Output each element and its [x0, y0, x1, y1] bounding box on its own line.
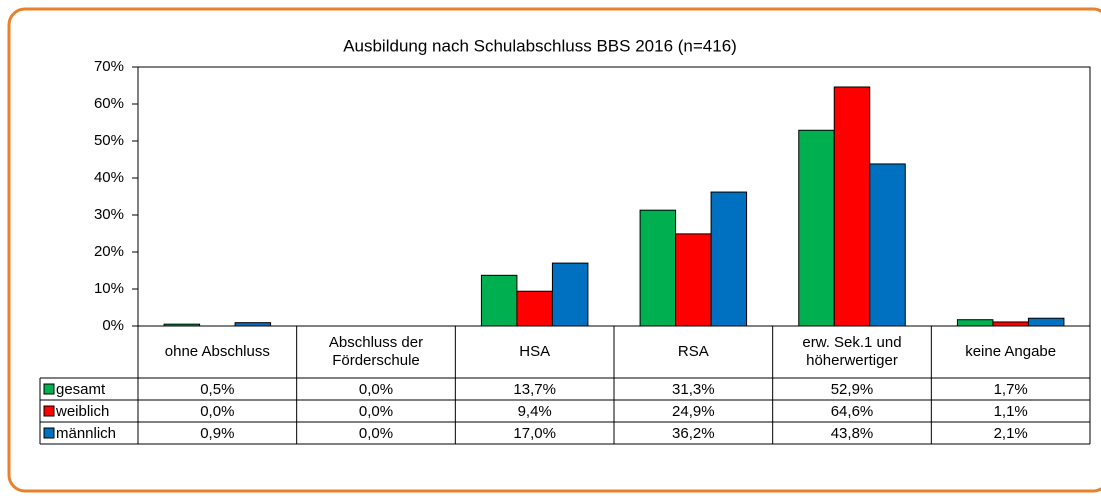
- value-label: 0,0%: [200, 403, 234, 420]
- value-label: 0,9%: [200, 425, 234, 442]
- bar: [833, 86, 871, 327]
- bar: [163, 323, 201, 327]
- legend-label: weiblich: [55, 403, 109, 420]
- value-label: 0,0%: [359, 381, 393, 398]
- value-label: 0,5%: [200, 381, 234, 398]
- chart-title: Ausbildung nach Schulabschluss BBS 2016 …: [343, 36, 737, 55]
- bar: [798, 129, 835, 327]
- x-tick-label: ohne Abschluss: [164, 343, 270, 360]
- y-tick-label: 30%: [94, 206, 124, 223]
- value-label: 13,7%: [513, 381, 556, 398]
- value-label: 52,9%: [831, 381, 874, 398]
- y-tick-label: 10%: [94, 280, 124, 297]
- y-tick-label: 60%: [94, 95, 124, 112]
- y-tick-label: 70%: [94, 58, 124, 75]
- x-tick-label: RSA: [677, 343, 709, 360]
- bar: [480, 274, 518, 327]
- bar: [551, 262, 589, 327]
- frame: [7, 7, 1101, 493]
- bar: [234, 322, 272, 327]
- value-label: 36,2%: [672, 425, 715, 442]
- value-label: 64,6%: [831, 403, 874, 420]
- value-label: 1,1%: [994, 403, 1028, 420]
- bar: [869, 163, 906, 327]
- value-label: 43,8%: [831, 425, 874, 442]
- legend-swatch: [43, 383, 55, 395]
- y-tick-label: 50%: [94, 132, 124, 149]
- x-tick-label: erw. Sek.1 und höherwertiger: [802, 334, 902, 369]
- value-label: 0,0%: [359, 425, 393, 442]
- bar: [639, 209, 677, 327]
- legend-label: männlich: [56, 425, 116, 442]
- bar: [710, 191, 748, 327]
- value-label: 31,3%: [672, 381, 715, 398]
- value-label: 1,7%: [994, 381, 1028, 398]
- y-tick-label: 40%: [94, 169, 124, 186]
- legend-swatch: [43, 427, 55, 439]
- value-label: 0,0%: [359, 403, 393, 420]
- plot-area: [137, 66, 1091, 327]
- value-label: 24,9%: [672, 403, 715, 420]
- y-tick-label: 0%: [102, 317, 124, 334]
- legend-label: gesamt: [56, 381, 106, 398]
- value-label: 2,1%: [994, 425, 1028, 442]
- y-tick-label: 20%: [94, 243, 124, 260]
- x-tick-label: keine Angabe: [965, 343, 1057, 360]
- value-label: 17,0%: [513, 425, 556, 442]
- value-label: 9,4%: [518, 403, 552, 420]
- legend-swatch: [43, 405, 55, 417]
- bar: [516, 290, 553, 327]
- bar: [1027, 317, 1065, 327]
- bar: [675, 233, 712, 327]
- x-tick-label: Abschluss der Förderschule: [328, 334, 424, 369]
- x-tick-label: HSA: [519, 343, 551, 360]
